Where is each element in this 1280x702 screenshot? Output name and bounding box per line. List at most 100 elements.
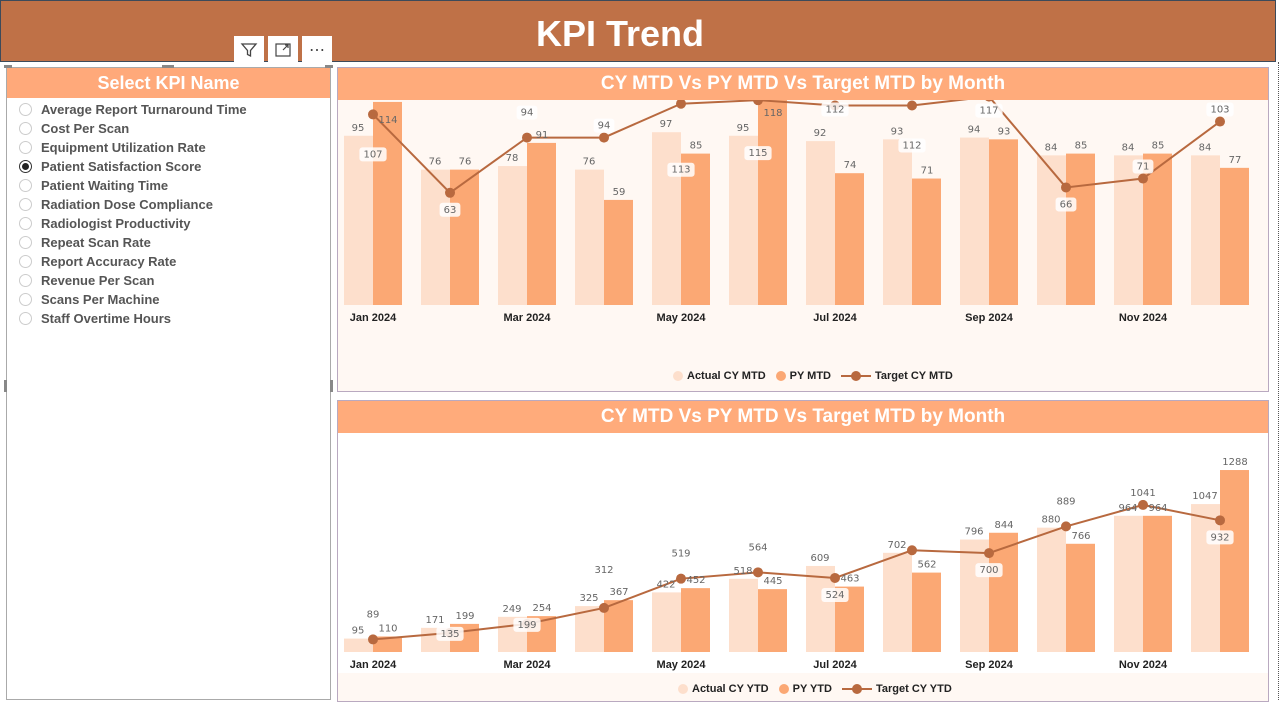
radio-unchecked-icon[interactable]: [19, 179, 32, 192]
slicer-item[interactable]: Repeat Scan Rate: [7, 233, 330, 252]
data-label-py: 254: [532, 603, 551, 614]
legend-item[interactable]: Actual CY YTD: [678, 683, 769, 695]
slicer-item[interactable]: Average Report Turnaround Time: [7, 100, 330, 119]
radio-unchecked-icon[interactable]: [19, 217, 32, 230]
data-label-target: 700: [979, 565, 998, 576]
bar-actual: [729, 578, 758, 652]
slicer-item[interactable]: Staff Overtime Hours: [7, 309, 330, 328]
filter-icon[interactable]: [234, 36, 264, 64]
slicer-item-label: Scans Per Machine: [41, 292, 160, 307]
data-label-actual: 1047: [1192, 491, 1217, 502]
radio-unchecked-icon[interactable]: [19, 236, 32, 249]
bar-actual: [652, 132, 681, 305]
legend-swatch: [678, 684, 688, 694]
legend-item[interactable]: Target CY MTD: [841, 370, 953, 382]
data-label-py: 452: [686, 575, 705, 586]
slicer-item-label: Cost Per Scan: [41, 121, 130, 136]
radio-unchecked-icon[interactable]: [19, 293, 32, 306]
resize-handle[interactable]: [330, 380, 333, 392]
slicer-item[interactable]: Patient Satisfaction Score: [7, 157, 330, 176]
radio-unchecked-icon[interactable]: [19, 274, 32, 287]
slicer-item[interactable]: Radiation Dose Compliance: [7, 195, 330, 214]
radio-unchecked-icon[interactable]: [19, 198, 32, 211]
resize-handle[interactable]: [162, 65, 174, 68]
slicer-item[interactable]: Report Accuracy Rate: [7, 252, 330, 271]
slicer-item-label: Patient Satisfaction Score: [41, 159, 202, 174]
data-label-target: 889: [1056, 496, 1075, 507]
data-label-actual: 609: [810, 553, 829, 564]
target-point: [599, 602, 609, 613]
data-label-box: [590, 562, 618, 577]
legend-item[interactable]: PY YTD: [778, 683, 832, 695]
data-label-actual: 964: [1118, 503, 1137, 514]
x-tick-label: May 2024: [657, 312, 707, 324]
data-label-target: 112: [902, 141, 921, 152]
data-label-actual: 95: [352, 123, 365, 134]
chart-legend: Actual CY MTD PY MTD Target CY MTD: [673, 370, 953, 382]
canvas-edge: [1278, 62, 1279, 700]
data-label-actual: 95: [352, 626, 365, 637]
data-label-box: [436, 626, 464, 641]
data-label-box: [439, 202, 461, 217]
x-tick-label: Mar 2024: [503, 312, 551, 324]
target-point: [368, 109, 378, 120]
slicer-item[interactable]: Cost Per Scan: [7, 119, 330, 138]
slicer-item[interactable]: Revenue Per Scan: [7, 271, 330, 290]
page-title: KPI Trend: [536, 13, 705, 54]
x-tick-label: Jan 2024: [350, 659, 397, 671]
resize-handle[interactable]: [4, 380, 7, 392]
bar-py: [527, 142, 556, 305]
target-point: [676, 573, 686, 584]
target-point: [985, 100, 993, 102]
data-label-box: [1055, 197, 1077, 212]
data-label-py: 766: [1071, 531, 1090, 542]
data-label-actual: 84: [1045, 142, 1058, 153]
legend-item[interactable]: Actual CY MTD: [673, 370, 766, 382]
slicer-item[interactable]: Patient Waiting Time: [7, 176, 330, 195]
slicer-item-label: Radiologist Productivity: [41, 216, 191, 231]
x-tick-label: Mar 2024: [503, 659, 551, 671]
radio-unchecked-icon[interactable]: [19, 312, 32, 325]
legend-item[interactable]: PY MTD: [775, 370, 831, 382]
resize-handle[interactable]: [4, 65, 12, 68]
slicer-item[interactable]: Scans Per Machine: [7, 290, 330, 309]
bar-actual: [344, 638, 373, 652]
radio-unchecked-icon[interactable]: [19, 255, 32, 268]
radio-unchecked-icon[interactable]: [19, 103, 32, 116]
chart-title: CY MTD Vs PY MTD Vs Target MTD by Month: [338, 401, 1268, 433]
bar-py: [373, 636, 402, 652]
focus-mode-icon[interactable]: [268, 36, 298, 64]
radio-unchecked-icon[interactable]: [19, 141, 32, 154]
more-options-icon[interactable]: ⋯: [302, 36, 332, 64]
data-label-box: [1052, 494, 1080, 509]
data-label-actual: 880: [1041, 515, 1060, 526]
radio-unchecked-icon[interactable]: [19, 122, 32, 135]
data-label-actual: 78: [506, 153, 519, 164]
slicer-item[interactable]: Radiologist Productivity: [7, 214, 330, 233]
bar-actual: [575, 169, 604, 305]
legend-label: Actual CY YTD: [692, 683, 769, 695]
radio-checked-icon[interactable]: [19, 160, 32, 173]
data-label-py: 562: [917, 560, 936, 571]
slicer-item[interactable]: Equipment Utilization Rate: [7, 138, 330, 157]
target-point: [753, 567, 763, 578]
data-label-target: 112: [825, 105, 844, 116]
slicer-item-label: Patient Waiting Time: [41, 178, 169, 193]
resize-handle[interactable]: [325, 65, 333, 68]
mtd-chart: CY MTD Vs PY MTD Vs Target MTD by Month …: [337, 67, 1269, 392]
legend-item[interactable]: Target CY YTD: [841, 683, 952, 695]
data-label-py: 114: [378, 115, 397, 126]
bar-py: [681, 153, 710, 305]
data-label-py: 110: [378, 623, 397, 634]
target-point: [1215, 515, 1225, 526]
target-point: [984, 548, 994, 559]
data-label-box: [821, 587, 849, 602]
x-tick-label: Sep 2024: [965, 659, 1014, 671]
bar-actual: [883, 139, 912, 305]
bar-py: [604, 199, 633, 305]
data-label-actual: 95: [737, 123, 750, 134]
bar-py: [758, 589, 787, 652]
data-label-target: 66: [1060, 199, 1073, 210]
data-label-box: [975, 103, 1003, 118]
legend-swatch: [775, 371, 786, 381]
